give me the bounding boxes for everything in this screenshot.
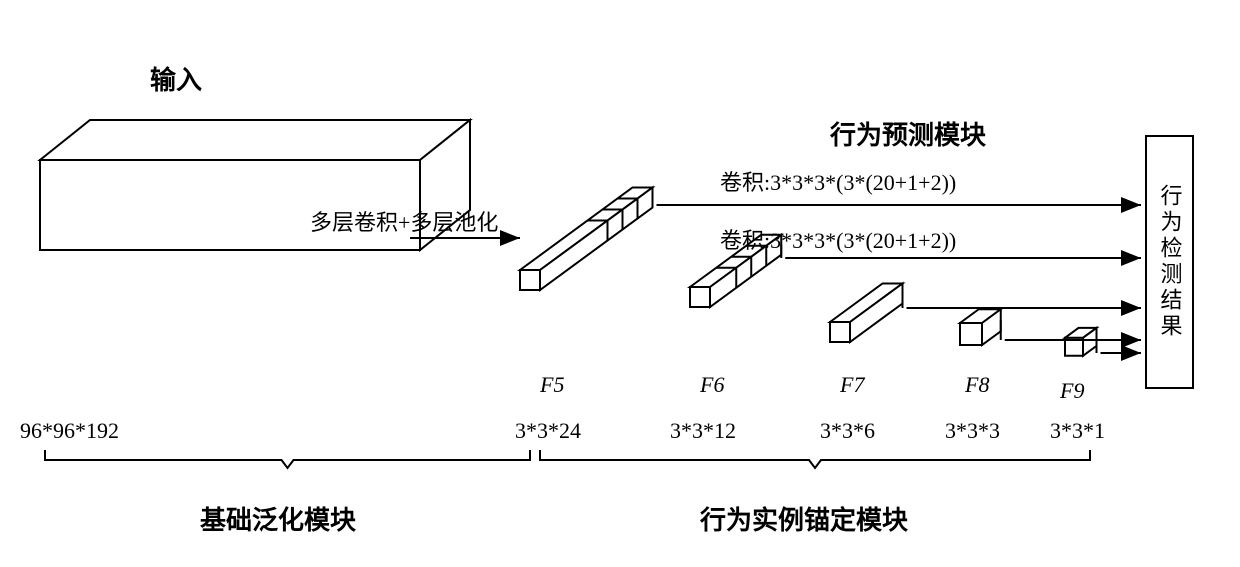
module-anchor-label: 行为实例锚定模块 <box>700 500 908 537</box>
output-box-label: 行为检测结果 <box>1154 184 1186 340</box>
feature-dims-f5: 3*3*24 <box>515 418 581 444</box>
input-dims: 96*96*192 <box>20 418 119 444</box>
conv-label-1: 卷积:3*3*3*(3*(20+1+2)) <box>720 165 956 197</box>
output-box: 行为检测结果 <box>1145 135 1194 389</box>
feature-name-f5: F5 <box>540 372 564 398</box>
feature-dims-f9: 3*3*1 <box>1050 418 1105 444</box>
op-label: 多层卷积+多层池化 <box>310 205 498 237</box>
input-title: 输入 <box>150 60 202 97</box>
feature-dims-f7: 3*3*6 <box>820 418 875 444</box>
feature-name-f7: F7 <box>840 372 864 398</box>
conv-label-2: 卷积:3*3*3*(3*(20+1+2)) <box>720 223 956 255</box>
feature-name-f6: F6 <box>700 372 724 398</box>
module-base-label: 基础泛化模块 <box>200 500 356 537</box>
feature-name-f8: F8 <box>965 372 989 398</box>
prediction-title: 行为预测模块 <box>830 115 986 152</box>
feature-name-f9: F9 <box>1060 378 1084 404</box>
feature-dims-f8: 3*3*3 <box>945 418 1000 444</box>
feature-dims-f6: 3*3*12 <box>670 418 736 444</box>
